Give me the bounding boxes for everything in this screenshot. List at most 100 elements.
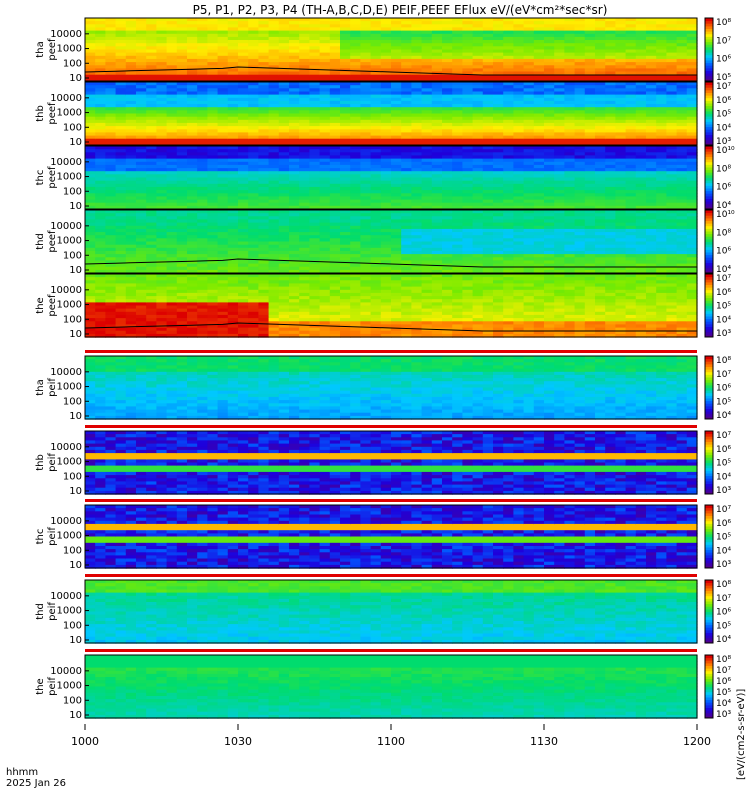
spectrogram-cell xyxy=(462,62,474,66)
spectrogram-cell xyxy=(666,129,678,134)
spectrogram-cell xyxy=(85,40,96,44)
spectrogram-cell xyxy=(319,158,331,163)
spectrogram-cell xyxy=(686,43,698,47)
spectrogram-cell xyxy=(513,254,525,258)
spectrogram-cell xyxy=(574,138,586,143)
spectrogram-cell xyxy=(625,250,637,255)
spectrogram-cell xyxy=(268,107,280,111)
spectrogram-cell xyxy=(95,199,106,204)
spectrogram-cell xyxy=(125,232,137,236)
spectrogram-cell xyxy=(278,55,290,60)
spectrogram-cell xyxy=(666,138,678,143)
spectrogram-cell xyxy=(299,164,310,169)
spectrogram-cell xyxy=(656,65,667,70)
spectrogram-cell xyxy=(156,58,168,63)
spectrogram-cell xyxy=(85,49,96,54)
spectrogram-cell xyxy=(656,174,667,179)
spectrogram-cell xyxy=(95,244,106,249)
spectrogram-cell xyxy=(176,205,188,210)
colorbar-segment xyxy=(705,161,713,165)
spectrogram-cell xyxy=(380,244,392,249)
colorbar-tick-label: 10⁷ xyxy=(716,82,731,92)
spectrogram-cell xyxy=(401,24,412,29)
spectrogram-cell xyxy=(452,257,463,262)
spectrogram-cell xyxy=(431,141,443,146)
spectrogram-cell xyxy=(513,62,525,66)
spectrogram-cell xyxy=(95,113,106,118)
spectrogram-cell xyxy=(411,36,423,41)
spectrogram-cell xyxy=(238,132,249,137)
spectrogram-cell xyxy=(564,97,576,102)
spectrogram-cell xyxy=(686,107,698,111)
spectrogram-cell xyxy=(615,24,627,29)
spectrogram-cell xyxy=(584,58,596,63)
spectrogram-cell xyxy=(187,132,198,137)
spectrogram-cell xyxy=(635,263,647,268)
spectrogram-cell xyxy=(452,174,463,179)
spectrogram-cell xyxy=(452,250,463,255)
spectrogram-cell xyxy=(686,62,698,66)
spectrogram-cell xyxy=(125,146,137,150)
spectrogram-cell xyxy=(115,135,127,140)
spectrogram-cell xyxy=(564,180,576,185)
spectrogram-cell xyxy=(411,257,423,262)
spectrogram-cell xyxy=(248,33,259,38)
spectrogram-cell xyxy=(95,138,106,143)
spectrogram-cell xyxy=(268,100,280,105)
spectrogram-cell xyxy=(329,164,341,169)
spectrogram-cell xyxy=(421,202,433,207)
spectrogram-cell xyxy=(289,97,300,102)
spectrogram-cell xyxy=(258,24,270,29)
spectrogram-cell xyxy=(615,116,627,121)
spectrogram-cell xyxy=(258,202,270,207)
spectrogram-cell xyxy=(574,247,586,252)
spectrogram-cell xyxy=(431,30,443,35)
spectrogram-cell xyxy=(278,58,290,63)
spectrogram-cell xyxy=(595,177,606,182)
spectrogram-cell xyxy=(431,52,443,57)
spectrogram-cell xyxy=(268,263,280,268)
spectrogram-cell xyxy=(635,62,647,66)
spectrogram-cell xyxy=(666,222,678,227)
spectrogram-cell xyxy=(544,263,555,268)
spectrogram-cell xyxy=(605,161,616,166)
spectrogram-cell xyxy=(238,269,249,274)
spectrogram-cell xyxy=(401,119,412,124)
spectrogram-cell xyxy=(380,65,392,70)
spectrogram-cell xyxy=(95,186,106,191)
spectrogram-cell xyxy=(533,228,545,233)
spectrogram-cell xyxy=(656,82,667,86)
spectrogram-cell xyxy=(615,68,627,73)
spectrogram-cell xyxy=(442,126,453,130)
spectrogram-cell xyxy=(544,77,555,82)
spectrogram-cell xyxy=(125,180,137,185)
spectrogram-cell xyxy=(146,40,157,44)
spectrogram-cell xyxy=(635,222,647,227)
spectrogram-cell xyxy=(105,232,117,236)
spectrogram-cell xyxy=(646,24,657,29)
spectrogram-cell xyxy=(156,107,168,111)
spectrogram-cell xyxy=(360,250,372,255)
spectrogram-cell xyxy=(95,116,106,121)
spectrogram-cell xyxy=(523,180,535,185)
spectrogram-cell xyxy=(656,196,667,201)
spectrogram-cell xyxy=(309,91,321,96)
colorbar-segment xyxy=(705,137,713,141)
spectrogram-cell xyxy=(646,247,657,252)
spectrogram-cell xyxy=(411,97,423,102)
spectrogram-cell xyxy=(380,250,392,255)
spectrogram-cell xyxy=(248,205,259,210)
spectrogram-cell xyxy=(217,238,229,243)
spectrogram-cell xyxy=(625,141,637,146)
spectrogram-cell xyxy=(278,263,290,268)
spectrogram-cell xyxy=(656,210,667,214)
spectrogram-cell xyxy=(686,104,698,108)
spectrogram-cell xyxy=(574,260,586,265)
spectrogram-cell xyxy=(513,132,525,137)
spectrogram-cell xyxy=(523,260,535,265)
spectrogram-cell xyxy=(595,97,606,102)
spectrogram-cell xyxy=(380,171,392,175)
spectrogram-cell xyxy=(666,97,678,102)
spectrogram-cell xyxy=(513,100,525,105)
